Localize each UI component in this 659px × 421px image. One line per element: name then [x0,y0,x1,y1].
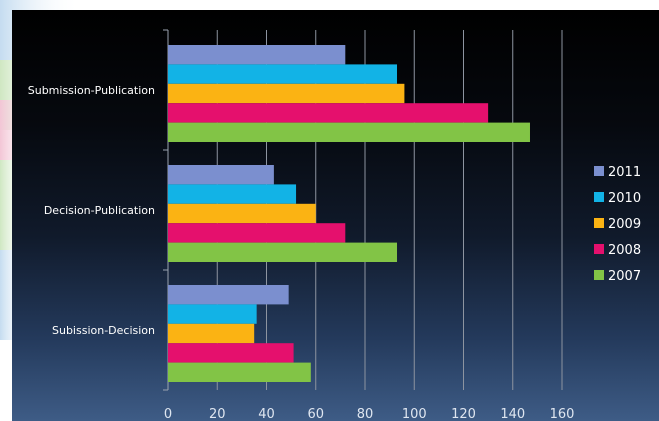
bar-subission-decision-2009 [168,323,255,344]
category-label-decision-publication: Decision-Publication [44,204,155,217]
x-tick-label-60: 60 [307,407,324,421]
x-tick-label-80: 80 [357,407,374,421]
legend-label-2010: 2010 [608,191,641,206]
bar-subission-decision-2007 [168,362,311,382]
category-label-subission-decision: Subission-Decision [52,324,155,337]
legend-label-2007: 2007 [608,269,641,284]
bar-decision-publication-2010 [168,184,297,204]
bar-decision-publication-2007 [168,242,398,262]
x-tick-label-100: 100 [402,407,427,421]
legend-swatch-2011 [594,166,604,176]
bar-submission-publication-2007 [168,122,530,142]
bar-submission-publication-2009 [168,83,405,104]
legend-swatch-2010 [594,192,604,202]
category-label-submission-publication: Submission-Publication [28,84,155,97]
bar-subission-decision-2010 [168,304,257,324]
bar-decision-publication-2008 [168,223,346,243]
bar-submission-publication-2010 [168,64,398,84]
x-tick-label-160: 160 [550,407,575,421]
bar-submission-publication-2011 [168,45,346,65]
bar-subission-decision-2008 [168,343,294,363]
x-tick-label-20: 20 [209,407,226,421]
legend-label-2011: 2011 [608,165,641,180]
legend-swatch-2008 [594,244,604,254]
bar-subission-decision-2011 [168,285,289,305]
legend-label-2009: 2009 [608,217,641,232]
legend-swatch-2009 [594,218,604,228]
x-tick-label-140: 140 [500,407,525,421]
x-tick-label-120: 120 [451,407,476,421]
bar-submission-publication-2008 [168,103,489,123]
bar-decision-publication-2011 [168,165,274,185]
legend-swatch-2007 [594,270,604,280]
x-tick-label-40: 40 [258,407,275,421]
legend-label-2008: 2008 [608,243,641,258]
bar-decision-publication-2009 [168,203,316,224]
x-tick-label-0: 0 [164,407,172,421]
